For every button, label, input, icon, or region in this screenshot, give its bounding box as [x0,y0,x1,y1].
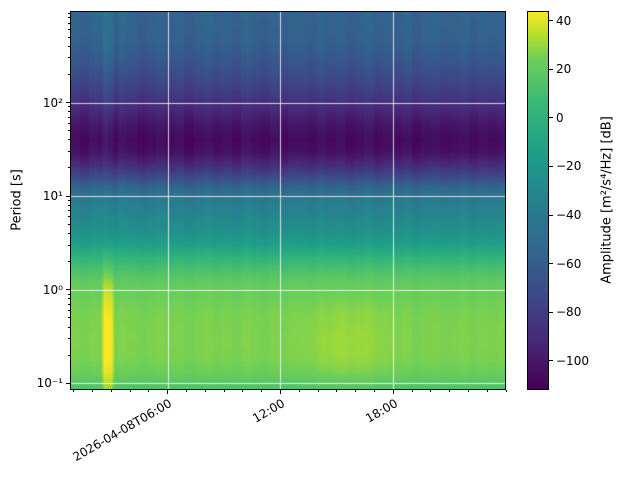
y-tick-label: 10⁰ [42,282,63,297]
y-minor-tick [68,232,70,234]
y-minor-tick [68,12,70,14]
x-minor-tick [110,390,112,392]
x-tick-label-text: 18:00 [362,396,400,426]
x-minor-tick [467,390,469,392]
y-minor-tick [68,261,70,263]
colorbar-tick-label: 20 [556,62,572,77]
x-minor-tick [204,390,206,392]
x-major-tick [279,390,281,394]
x-minor-tick [430,390,432,392]
x-minor-tick [336,390,338,392]
y-minor-tick [68,199,70,201]
x-minor-tick [148,390,150,392]
x-minor-tick [355,390,357,392]
colorbar-tick [549,263,553,265]
y-minor-tick [68,36,70,38]
y-major-tick [66,289,70,291]
colorbar-tick-label: −60 [556,256,582,271]
colorbar-tick-label: −20 [556,159,582,174]
x-minor-tick [186,390,188,392]
y-minor-tick [68,216,70,218]
spectrogram-heatmap [70,11,506,390]
y-minor-tick [68,116,70,118]
colorbar-tick-label: −40 [556,208,582,223]
y-minor-tick [68,22,70,24]
y-minor-tick [68,57,70,59]
x-minor-tick [92,390,94,392]
y-minor-tick [68,204,70,206]
y-tick-label: 10² [42,95,63,110]
x-minor-tick [411,390,413,392]
x-minor-tick [73,390,75,392]
y-minor-tick [68,122,70,124]
x-minor-tick [242,390,244,392]
y-minor-tick [68,73,70,75]
y-tick-label: 10⁻¹ [36,376,63,391]
colorbar-tick [549,311,553,313]
y-minor-tick [68,106,70,108]
colorbar-label: Amplitude [m²/s⁴/Hz] [dB] [599,116,615,284]
x-minor-tick [449,390,451,392]
y-minor-tick [68,317,70,319]
y-tick-label: 10¹ [42,189,63,204]
colorbar-tick [549,20,553,22]
y-minor-tick [68,210,70,212]
x-minor-tick [261,390,263,392]
colorbar-tick-label: 40 [556,13,572,28]
y-minor-tick [68,293,70,295]
y-minor-tick [68,29,70,31]
colorbar-tick-label: −80 [556,305,582,320]
colorbar-tick [549,68,553,70]
y-minor-tick [68,354,70,356]
x-minor-tick [298,390,300,392]
x-major-tick [392,390,394,394]
colorbar-gradient [527,11,549,390]
y-minor-tick [68,298,70,300]
y-major-tick [66,382,70,384]
colorbar-tick [549,165,553,167]
x-minor-tick [486,390,488,392]
colorbar-tick [549,117,553,119]
colorbar-tick-label: 0 [556,110,564,125]
spectrogram-plot-area [70,11,506,390]
y-minor-tick [68,111,70,113]
y-minor-tick [68,150,70,152]
x-minor-tick [373,390,375,392]
x-minor-tick [129,390,131,392]
y-minor-tick [68,326,70,328]
x-minor-tick [505,390,507,392]
y-minor-tick [68,244,70,246]
x-major-tick [167,390,169,394]
x-minor-tick [223,390,225,392]
y-major-tick [66,102,70,104]
y-minor-tick [68,130,70,132]
y-minor-tick [68,139,70,141]
y-major-tick [66,195,70,197]
y-minor-tick [68,45,70,47]
colorbar-tick-label: −100 [556,353,589,368]
colorbar [527,11,549,390]
colorbar-tick [549,214,553,216]
y-minor-tick [68,17,70,19]
y-minor-tick [68,303,70,305]
x-tick-label-text: 12:00 [250,396,287,426]
y-minor-tick [68,223,70,225]
colorbar-tick [549,360,553,362]
x-tick-label-text: 2026-04-08T06:00 [70,396,175,465]
y-minor-tick [68,167,70,169]
y-minor-tick [68,338,70,340]
x-minor-tick [317,390,319,392]
y-minor-tick [68,310,70,312]
